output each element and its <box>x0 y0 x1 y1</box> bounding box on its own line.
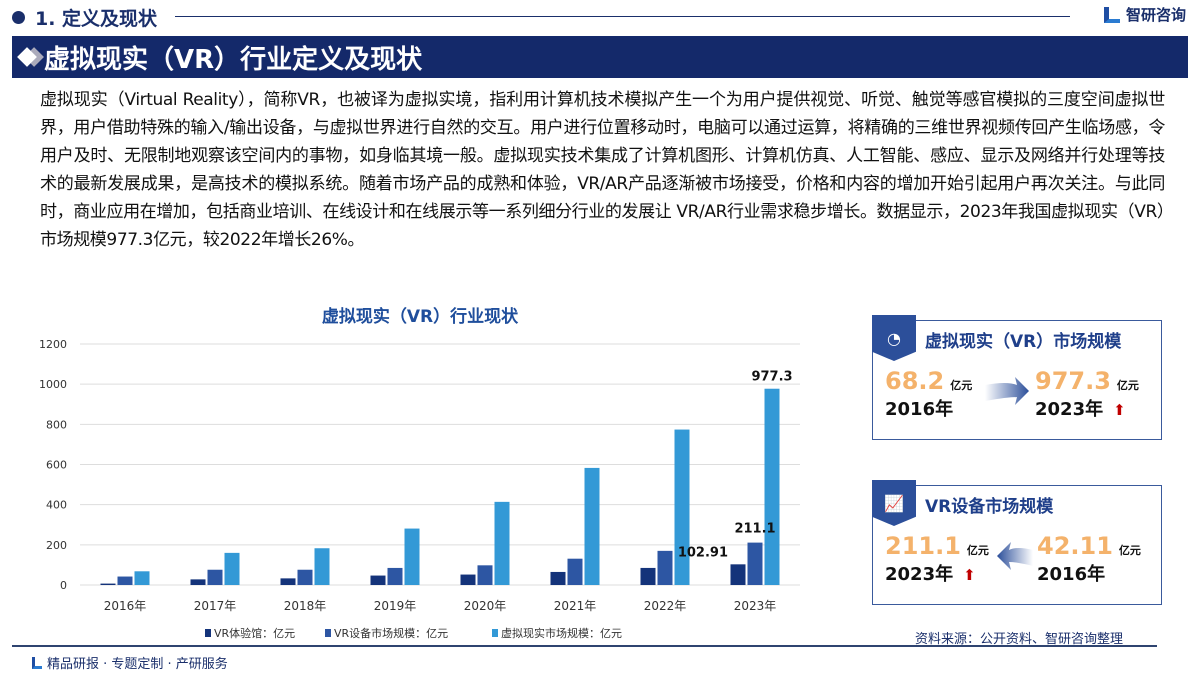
legend-swatch <box>492 629 498 637</box>
from-group: 42.11 亿元 2016年 <box>1037 532 1141 586</box>
bar-3 <box>134 571 150 585</box>
section-title: 1. 定义及现状 <box>12 4 157 31</box>
arrow-right-icon <box>985 377 1029 405</box>
to-group: 977.3 亿元 2023年 ⬆ <box>1035 367 1139 421</box>
bar-2 <box>657 550 673 585</box>
bar-3 <box>674 429 690 585</box>
to-value: 977.3 <box>1035 367 1111 395</box>
bar-1 <box>460 574 476 585</box>
source-note: 资料来源：公开资料、智研咨询整理 <box>915 632 1124 647</box>
bar-3 <box>584 467 600 585</box>
to-year: 2023年 <box>1035 399 1104 420</box>
footer-divider <box>12 645 1157 647</box>
brand-logo: 智研咨询 <box>1103 4 1186 25</box>
diamond-icon <box>17 47 37 67</box>
x-tick-label: 2017年 <box>194 599 237 613</box>
bar-3 <box>404 528 420 585</box>
y-tick-label: 200 <box>46 539 67 552</box>
logo-icon <box>32 656 42 669</box>
data-label: 102.91 <box>678 545 728 560</box>
logo-icon <box>1103 6 1120 23</box>
footer-text: 精品研报 · 专题定制 · 产研服务 <box>47 657 228 672</box>
x-tick-label: 2018年 <box>284 599 327 613</box>
up-arrow-icon: ⬆ <box>1113 401 1126 419</box>
to-unit: 亿元 <box>1116 379 1139 392</box>
legend-swatch <box>205 629 211 637</box>
bar-chart: 0 200 400 600 800 1000 1200 2016年 2017年 2018年 2019… <box>39 338 800 640</box>
bar-1 <box>100 583 116 585</box>
card-title: 虚拟现实（VR）市场规模 <box>925 332 1122 352</box>
from-year: 2016年 <box>885 399 954 420</box>
up-arrow-icon: ⬆ <box>963 566 976 584</box>
chart-title: 虚拟现实（VR）行业现状 <box>290 302 550 327</box>
legend-swatch <box>325 629 331 637</box>
bar-2 <box>567 558 583 585</box>
data-label: 977.3 <box>751 370 792 385</box>
y-tick-label: 1200 <box>39 338 67 351</box>
bar-3 <box>224 552 240 585</box>
legend-label: VR体验馆：亿元 <box>214 626 295 640</box>
x-tick-label: 2020年 <box>464 599 507 613</box>
data-label: 211.1 <box>734 522 775 537</box>
to-year: 2023年 <box>885 564 954 585</box>
bar-1 <box>730 564 746 585</box>
bar-3 <box>314 548 330 585</box>
from-value: 68.2 <box>885 367 945 395</box>
to-group: 211.1 亿元 2023年 ⬆ <box>885 532 989 586</box>
intro-paragraph: 虚拟现实（Virtual Reality），简称VR，也被译为虚拟实境，指利用计… <box>40 90 1165 250</box>
bar-2 <box>477 565 493 585</box>
bar-2 <box>117 576 133 585</box>
y-tick-label: 400 <box>46 499 67 512</box>
card-title: VR设备市场规模 <box>925 497 1054 517</box>
footer: 精品研报 · 专题定制 · 产研服务 <box>32 653 228 672</box>
brand-name: 智研咨询 <box>1125 6 1186 24</box>
bar-2 <box>207 569 223 585</box>
from-value: 42.11 <box>1037 532 1113 560</box>
bar-2 <box>387 567 403 585</box>
y-tick-label: 0 <box>60 579 67 592</box>
from-year: 2016年 <box>1037 564 1106 585</box>
y-tick-label: 600 <box>46 459 67 472</box>
bar-1 <box>190 579 206 585</box>
arrow-left-icon <box>997 542 1033 570</box>
x-tick-label: 2023年 <box>734 599 777 613</box>
y-tick-label: 800 <box>46 418 67 431</box>
banner-title: 虚拟现实（VR）行业定义及现状 <box>44 44 423 75</box>
x-tick-label: 2022年 <box>644 599 687 613</box>
legend-label: VR设备市场规模：亿元 <box>334 626 448 640</box>
to-value: 211.1 <box>885 532 961 560</box>
bar-3 <box>764 388 780 585</box>
from-unit: 亿元 <box>950 379 973 392</box>
vr-market-card: ◔ 虚拟现实（VR）市场规模 68.2 亿元 2016年 977.3 亿元 2023… <box>872 315 1162 440</box>
y-tick-label: 1000 <box>39 378 67 391</box>
bar-1 <box>640 567 656 585</box>
x-tick-label: 2019年 <box>374 599 417 613</box>
bar-1 <box>550 571 566 585</box>
vr-device-card: 📈 VR设备市场规模 211.1 亿元 2023年 ⬆ 42.11 亿元 2016年 <box>872 480 1162 605</box>
bar-1 <box>280 578 296 585</box>
chart-pie-icon: ◔ <box>872 315 916 361</box>
divider <box>175 16 1070 17</box>
growth-chart-icon: 📈 <box>872 480 916 526</box>
x-tick-label: 2016年 <box>104 599 147 613</box>
section-title-text: 1. 定义及现状 <box>35 8 158 30</box>
x-tick-label: 2021年 <box>554 599 597 613</box>
to-unit: 亿元 <box>966 544 989 557</box>
bar-2 <box>747 542 763 585</box>
bar-2 <box>297 569 313 585</box>
legend-label: 虚拟现实市场规模：亿元 <box>501 626 622 640</box>
from-group: 68.2 亿元 2016年 <box>885 367 972 421</box>
bullet-icon <box>12 11 25 24</box>
bar-3 <box>494 501 510 585</box>
from-unit: 亿元 <box>1118 544 1141 557</box>
bar-1 <box>370 575 386 585</box>
banner: 虚拟现实（VR）行业定义及现状 <box>12 36 1188 78</box>
